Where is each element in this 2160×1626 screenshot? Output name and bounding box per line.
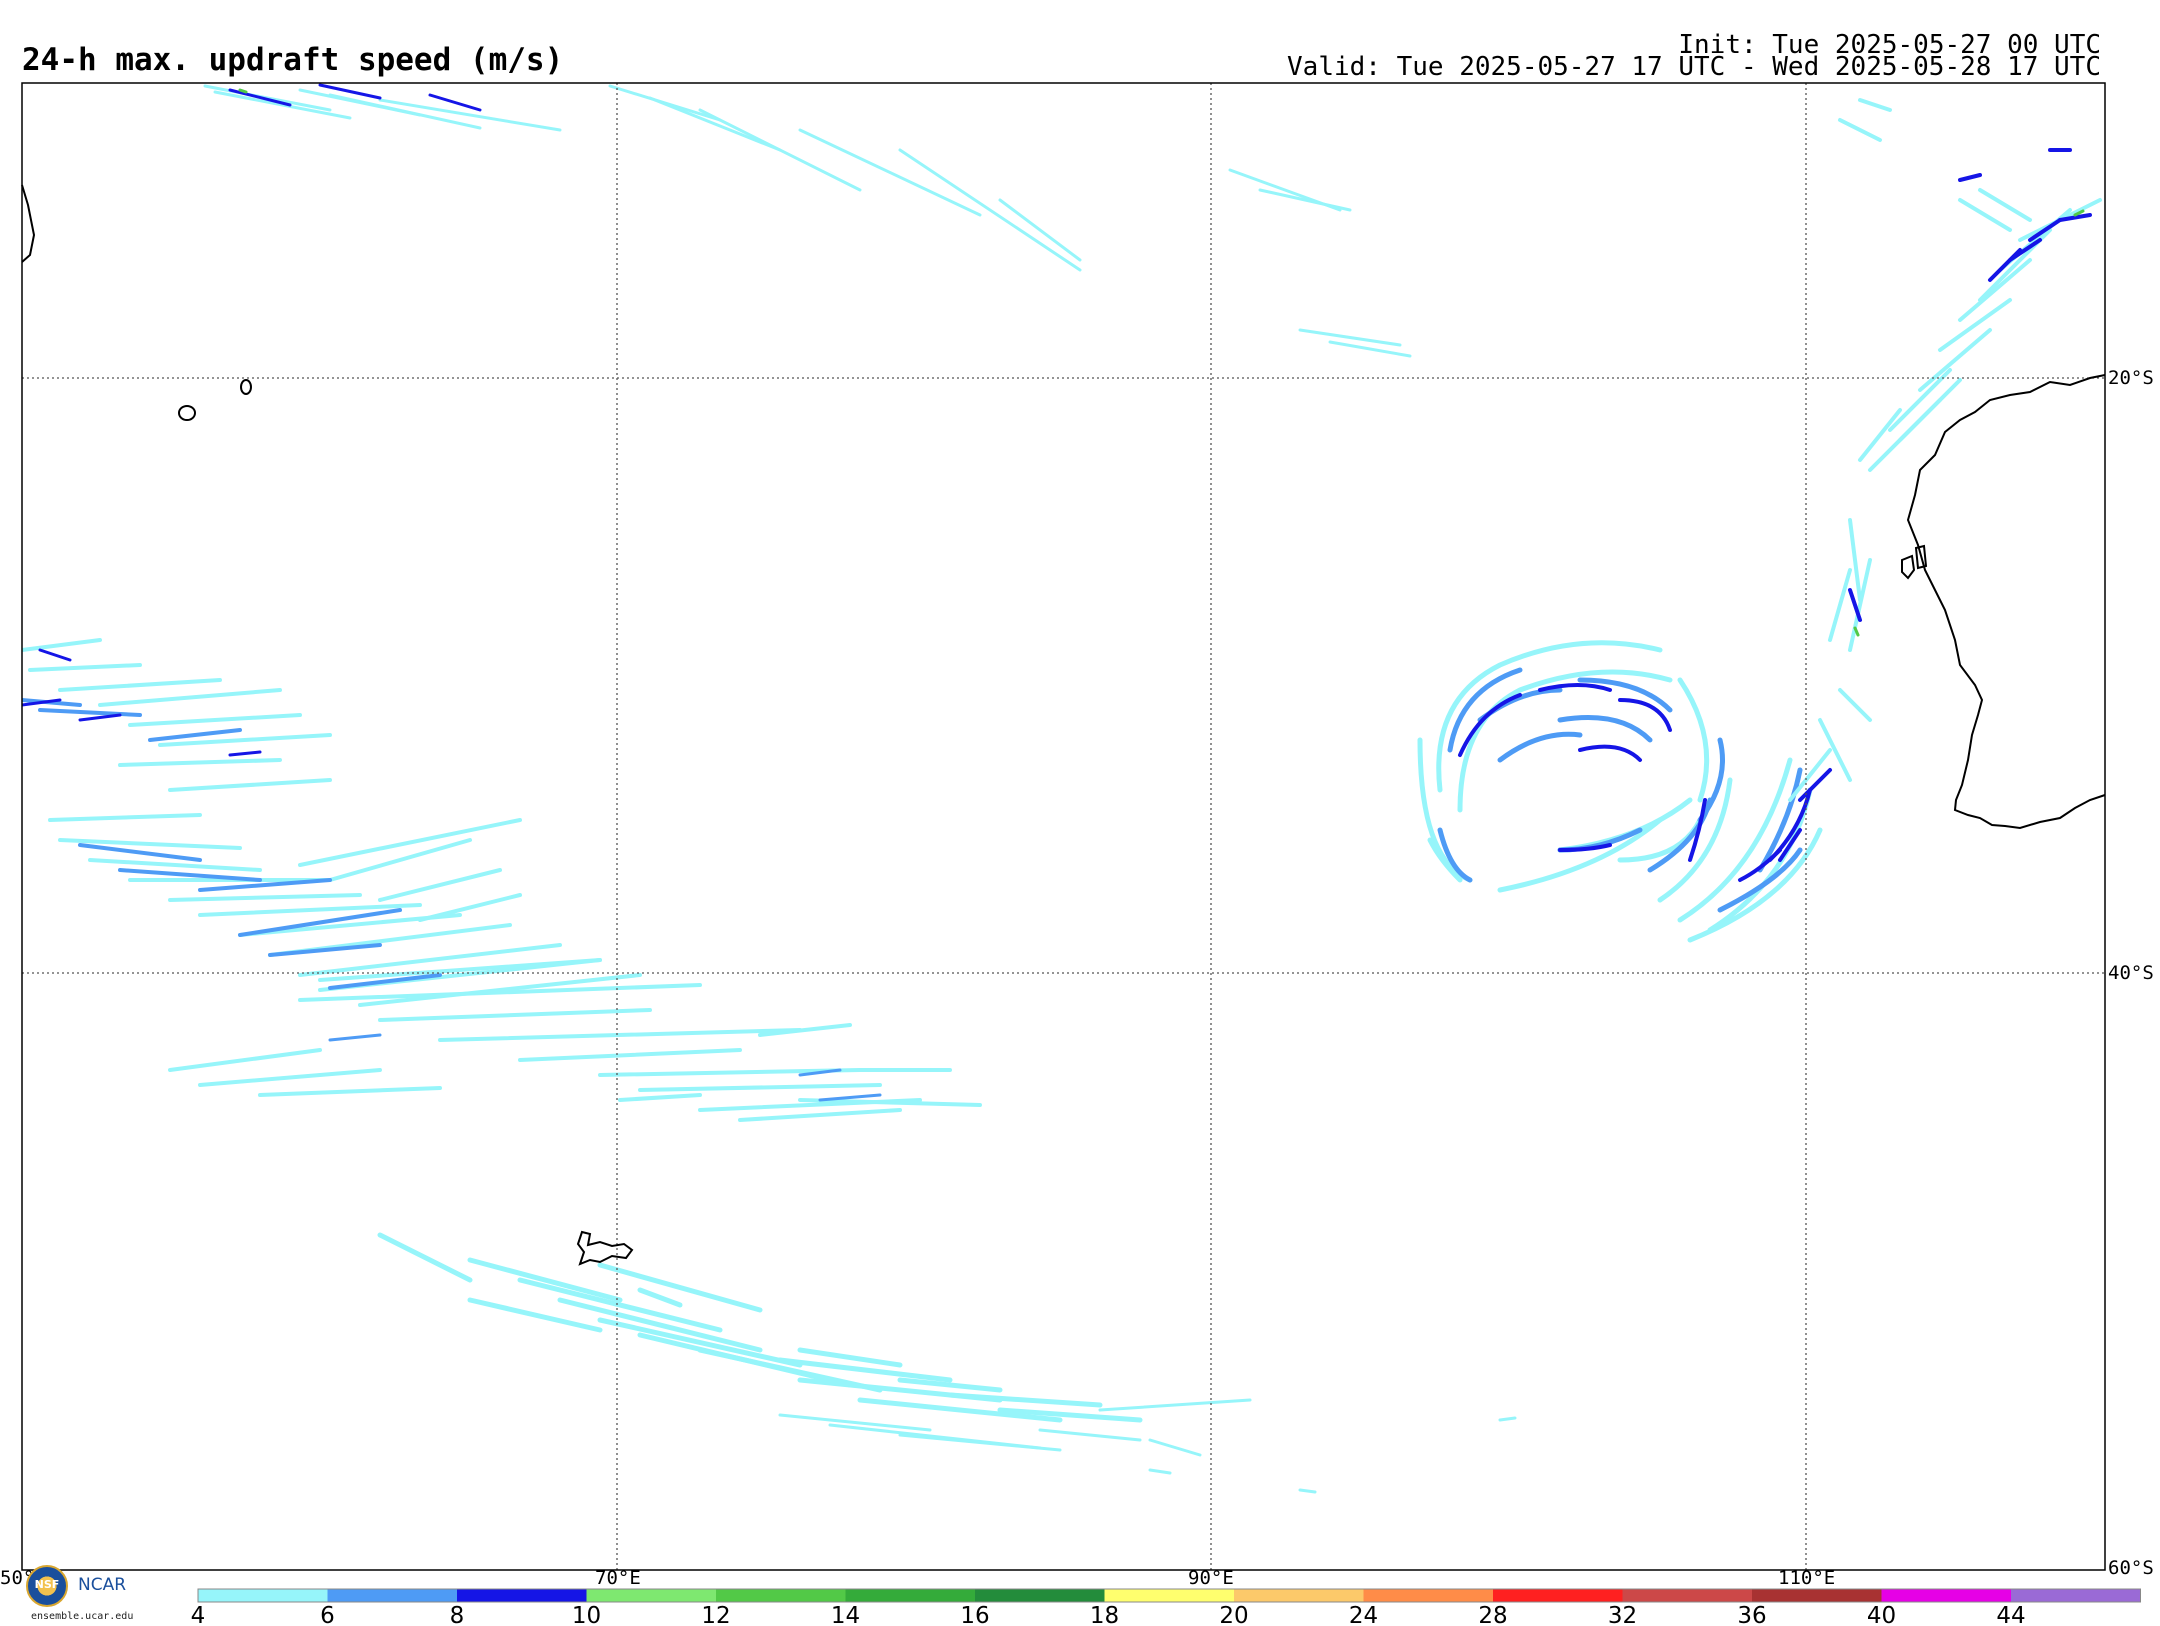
colorbar-label: 4 bbox=[191, 1603, 206, 1626]
colorbar-swatch bbox=[845, 1589, 975, 1602]
colorbar-swatch bbox=[975, 1589, 1105, 1602]
colorbar-outline bbox=[197, 1588, 2141, 1603]
colorbar-swatch bbox=[198, 1589, 328, 1602]
colorbar-swatch bbox=[1493, 1589, 1623, 1602]
australia-coast bbox=[1906, 374, 2106, 830]
colorbar-swatch bbox=[1881, 1589, 2011, 1602]
colorbar-swatch bbox=[1622, 1589, 1752, 1602]
coastlines bbox=[21, 184, 2106, 1266]
colorbar-swatch bbox=[586, 1589, 716, 1602]
kerguelen-islands bbox=[576, 1230, 634, 1266]
map-frame bbox=[21, 82, 2106, 1571]
colorbar-label: 8 bbox=[450, 1603, 465, 1626]
lat-label-60s: 60°S bbox=[2108, 1557, 2154, 1579]
colorbar-label: 12 bbox=[701, 1603, 730, 1626]
colorbar-swatch bbox=[1752, 1589, 1882, 1602]
colorbar-label: 40 bbox=[1867, 1603, 1896, 1626]
colorbar-swatch bbox=[1234, 1589, 1364, 1602]
colorbar-label: 16 bbox=[960, 1603, 989, 1626]
colorbar-label: 14 bbox=[831, 1603, 860, 1626]
madagascar-coast bbox=[21, 184, 36, 263]
colorbar-label: 44 bbox=[1996, 1603, 2025, 1626]
shark-bay bbox=[1901, 544, 1928, 580]
colorbar-swatch bbox=[2011, 1589, 2141, 1602]
updraft-shading bbox=[22, 83, 2102, 1494]
lon-label-110e: 110°E bbox=[1778, 1567, 1835, 1589]
mauritius-island bbox=[240, 379, 252, 395]
valid-time-range: Valid: Tue 2025-05-27 17 UTC - Wed 2025-… bbox=[1287, 52, 2101, 82]
colorbar-label: 24 bbox=[1349, 1603, 1378, 1626]
init-time: Init: Tue 2025-05-27 00 UTC bbox=[1678, 30, 2101, 60]
colorbar-swatch bbox=[457, 1589, 587, 1602]
lon-label-70e: 70°E bbox=[595, 1567, 641, 1589]
colorbar-label: 20 bbox=[1219, 1603, 1248, 1626]
lat-lon-grid bbox=[22, 83, 2105, 1570]
colorbar-swatch bbox=[327, 1589, 457, 1602]
map-title: 24-h max. updraft speed (m/s) bbox=[22, 42, 564, 78]
nsf-logo: NSF bbox=[26, 1565, 68, 1607]
colorbar-label: 10 bbox=[572, 1603, 601, 1626]
lon-label-90e: 90°E bbox=[1188, 1567, 1234, 1589]
colorbar-label: 28 bbox=[1478, 1603, 1507, 1626]
reunion-island bbox=[178, 405, 196, 421]
colorbar-swatch bbox=[1363, 1589, 1493, 1602]
colorbar-label: 36 bbox=[1737, 1603, 1766, 1626]
lat-label-40s: 40°S bbox=[2108, 962, 2154, 984]
colorbar-label: 18 bbox=[1090, 1603, 1119, 1626]
colorbar-swatch bbox=[716, 1589, 846, 1602]
colorbar-label: 6 bbox=[320, 1603, 335, 1626]
colorbar-label: 32 bbox=[1608, 1603, 1637, 1626]
ensemble-url: ensemble.ucar.edu bbox=[31, 1611, 134, 1622]
ncar-logo: NCAR bbox=[78, 1575, 127, 1595]
colorbar-swatch bbox=[1104, 1589, 1234, 1602]
lat-label-20s: 20°S bbox=[2108, 367, 2154, 389]
colorbar: 4 6 8 10 12 14 16 18 20 24 28 32 36 40 44 bbox=[191, 1588, 2141, 1626]
